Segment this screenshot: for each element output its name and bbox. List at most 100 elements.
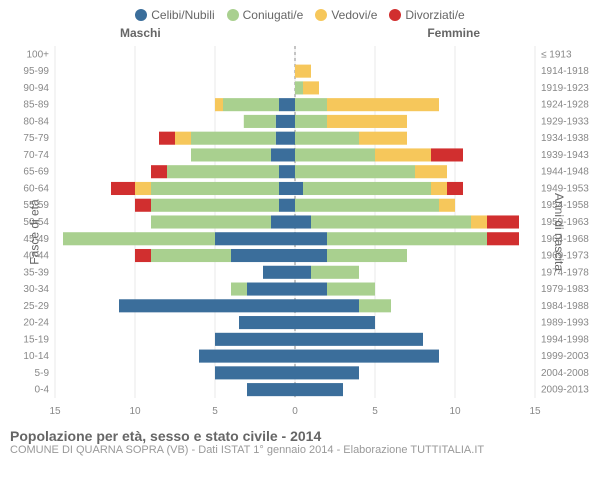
birth-year-label: 1989-1993	[541, 318, 589, 329]
bar-male	[167, 165, 279, 178]
bar-male	[244, 115, 276, 128]
birth-year-label: 1924-1928	[541, 100, 589, 111]
bar-female	[295, 81, 303, 94]
birth-year-label: 1984-1988	[541, 301, 589, 312]
legend-dot	[227, 9, 239, 21]
bar-female	[295, 98, 327, 111]
bar-male	[135, 249, 151, 262]
age-label: 60-64	[23, 183, 49, 194]
bar-male	[247, 283, 295, 296]
legend-label: Coniugati/e	[243, 8, 304, 22]
bar-female	[295, 383, 343, 396]
bar-male	[276, 132, 295, 145]
bar-female	[359, 299, 391, 312]
bar-female	[327, 115, 407, 128]
header-female: Femmine	[427, 26, 480, 40]
bar-male	[215, 232, 295, 245]
bar-male	[263, 266, 295, 279]
bar-male	[151, 199, 279, 212]
age-label: 10-14	[23, 351, 49, 362]
bar-male	[151, 165, 167, 178]
bar-male	[111, 182, 135, 195]
birth-year-label: 1994-1998	[541, 334, 589, 345]
bar-female	[295, 366, 359, 379]
bar-male	[231, 283, 247, 296]
bar-female	[375, 148, 431, 161]
legend-dot	[315, 9, 327, 21]
bar-female	[295, 283, 327, 296]
bar-male	[276, 115, 295, 128]
bar-female	[415, 165, 447, 178]
age-label: 90-94	[23, 83, 49, 94]
bar-female	[303, 81, 319, 94]
bar-female	[439, 199, 455, 212]
legend-item: Vedovi/e	[315, 8, 377, 22]
bar-female	[295, 215, 311, 228]
age-label: 70-74	[23, 150, 49, 161]
yaxis-right-label: Anni di nascita	[552, 193, 566, 271]
age-label: 0-4	[35, 385, 50, 396]
legend-label: Celibi/Nubili	[151, 8, 214, 22]
birth-year-label: 1914-1918	[541, 66, 589, 77]
yaxis-left-label: Fasce di età	[28, 199, 42, 264]
bar-male	[231, 249, 295, 262]
bar-female	[471, 215, 487, 228]
birth-year-label: 1979-1983	[541, 284, 589, 295]
age-label: 80-84	[23, 116, 49, 127]
bar-male	[191, 148, 271, 161]
age-label: 95-99	[23, 66, 49, 77]
bar-male	[159, 132, 175, 145]
birth-year-label: 1999-2003	[541, 351, 589, 362]
legend-label: Vedovi/e	[331, 8, 377, 22]
bar-female	[295, 350, 439, 363]
birth-year-label: 2004-2008	[541, 368, 589, 379]
bar-female	[295, 249, 327, 262]
bar-female	[311, 266, 359, 279]
legend: Celibi/Nubili Coniugati/e Vedovi/e Divorzia…	[0, 0, 600, 26]
legend-label: Divorziati/e	[405, 8, 464, 22]
age-label: 25-29	[23, 301, 49, 312]
bar-female	[295, 182, 303, 195]
birth-year-label: 1929-1933	[541, 116, 589, 127]
bar-male	[279, 165, 295, 178]
bar-female	[327, 98, 439, 111]
legend-dot	[389, 9, 401, 21]
bar-female	[295, 165, 415, 178]
bar-male	[119, 299, 295, 312]
bar-male	[239, 316, 295, 329]
bar-female	[447, 182, 463, 195]
bar-female	[295, 65, 311, 78]
bar-female	[295, 199, 439, 212]
age-label: 100+	[26, 49, 49, 60]
bar-female	[295, 266, 311, 279]
footer-sub: COMUNE DI QUARNA SOPRA (VB) - Dati ISTAT…	[10, 444, 590, 456]
legend-dot	[135, 9, 147, 21]
bar-male	[151, 182, 279, 195]
bar-female	[487, 215, 519, 228]
bar-male	[215, 98, 223, 111]
legend-item: Divorziati/e	[389, 8, 464, 22]
bar-male	[279, 199, 295, 212]
age-label: 75-79	[23, 133, 49, 144]
age-label: 35-39	[23, 267, 49, 278]
legend-item: Coniugati/e	[227, 8, 304, 22]
bar-female	[327, 283, 375, 296]
pyramid-chart: Celibi/Nubili Coniugati/e Vedovi/e Divorzia…	[0, 0, 600, 500]
bar-male	[135, 199, 151, 212]
svg-text:5: 5	[212, 406, 218, 417]
bar-male	[175, 132, 191, 145]
age-label: 30-34	[23, 284, 49, 295]
bar-male	[151, 215, 271, 228]
bar-male	[247, 383, 295, 396]
bar-male	[199, 350, 295, 363]
svg-text:15: 15	[49, 406, 61, 417]
bar-female	[327, 232, 487, 245]
svg-text:10: 10	[129, 406, 141, 417]
bar-male	[215, 366, 295, 379]
bar-female	[431, 148, 463, 161]
bar-female	[295, 333, 423, 346]
pyramid-svg: 15105051015100+≤ 191395-991914-191890-94…	[0, 42, 600, 422]
bar-male	[279, 98, 295, 111]
birth-year-label: 2009-2013	[541, 385, 589, 396]
bar-male	[135, 182, 151, 195]
